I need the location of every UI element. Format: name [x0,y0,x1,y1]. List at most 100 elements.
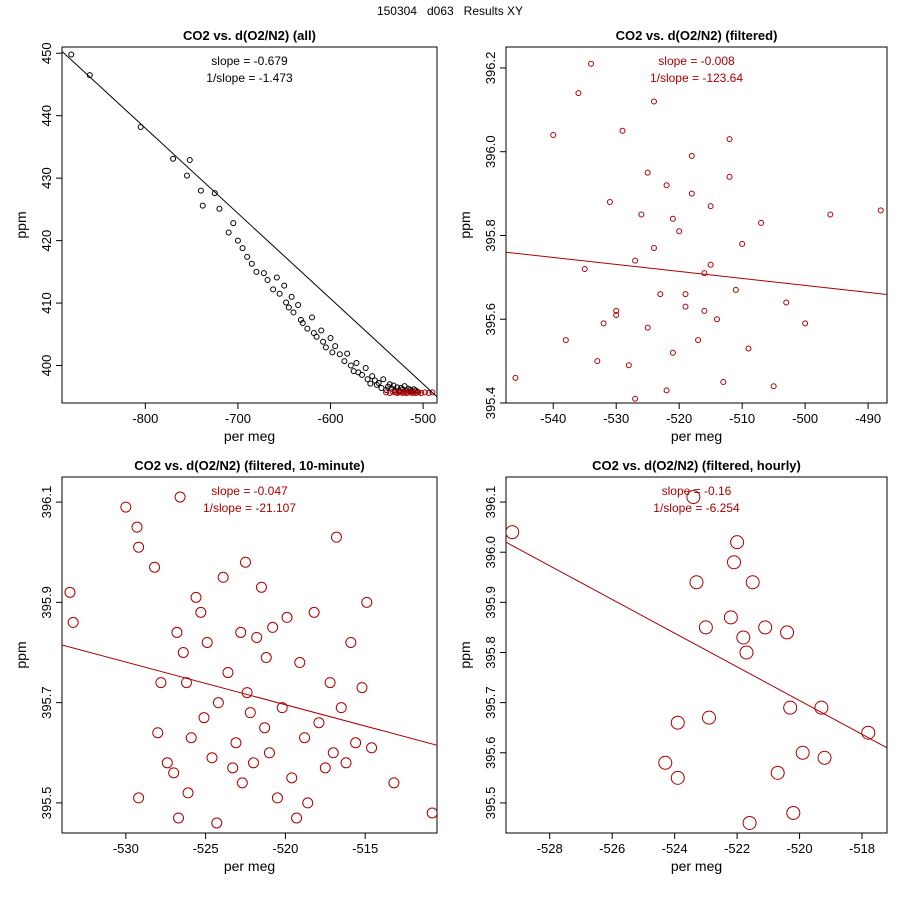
x-axis-label: per meg [224,858,275,874]
data-point [632,395,639,402]
data-point [161,757,173,769]
data-point [588,60,595,67]
data-point [682,303,689,310]
data-point [170,155,177,162]
x-tick-label: -530 [113,841,139,856]
data-point [861,725,876,740]
data-point [786,805,801,820]
data-point [285,304,292,311]
data-point [120,501,132,513]
chart-panel-3: CO2 vs. d(O2/N2) (filtered, 10-minute) -5… [13,458,438,874]
data-point [827,211,834,218]
data-point [273,274,280,281]
data-point [259,722,271,734]
data-point [373,381,380,388]
data-point [375,380,382,387]
data-point [290,309,297,316]
y-tick-label: 400 [39,355,54,377]
data-point [308,606,320,618]
data-point [133,541,145,553]
slope-annotation: slope = -0.16 [662,484,732,498]
data-point [330,531,342,543]
data-point [286,772,298,784]
data-point [230,220,237,227]
data-point [707,261,714,268]
data-point [644,324,651,331]
data-point [255,581,267,593]
plot-frame [505,476,888,834]
data-point [182,787,194,799]
data-point [701,307,708,314]
data-point [736,630,751,645]
data-point [783,299,790,306]
data-point [276,702,288,714]
data-point [512,374,519,381]
data-point [688,152,695,159]
data-point [131,521,143,533]
x-tick-label: -600 [318,411,344,426]
x-tick-label: -500 [792,411,818,426]
data-point [380,376,387,383]
y-tick-label: 395.4 [483,387,498,420]
data-point [625,362,632,369]
data-point [236,777,248,789]
y-tick-label: 440 [39,105,54,127]
data-point [575,90,582,97]
x-tick-label: -518 [849,841,875,856]
data-point [234,237,241,244]
data-point [359,371,365,378]
x-tick-label: -515 [352,841,378,856]
chart-title: CO2 vs. d(O2/N2) (filtered, 10-minute) [134,458,364,473]
data-point [388,777,400,789]
plot-frame [61,46,438,404]
data-point [171,626,183,638]
data-point [190,591,202,603]
data-point [133,792,145,804]
data-point [172,812,184,824]
data-point [606,198,613,205]
data-point [319,762,331,774]
data-point [701,710,716,725]
data-point [149,561,161,573]
data-point [240,556,252,568]
y-tick-label: 430 [39,167,54,189]
data-point [383,389,390,396]
y-tick-label: 395.9 [483,586,498,619]
data-point [632,257,639,264]
data-point [327,747,339,759]
data-point [670,715,685,730]
data-point [663,182,670,189]
slope-annotation: slope = -0.679 [211,54,288,68]
chart-panel-4: CO2 vs. d(O2/N2) (filtered, hourly) -528 -… [457,458,888,874]
data-point [201,636,213,648]
plot-area [62,51,437,398]
data-point [212,697,224,709]
y-tick-label: 450 [39,42,54,64]
data-point [814,700,829,715]
data-point [211,817,223,829]
data-point [695,337,702,344]
data-point [263,747,275,759]
x-tick-label: -500 [410,411,436,426]
data-point [383,386,390,393]
data-point [222,667,234,679]
chart-title: CO2 vs. d(O2/N2) (filtered, hourly) [592,458,801,473]
plot-frame [505,46,888,404]
data-point [676,228,683,235]
data-point [817,750,832,765]
data-point [550,131,557,138]
data-point [345,636,357,648]
data-point [726,136,733,143]
x-tick-label: -800 [132,411,158,426]
chart-title: CO2 vs. d(O2/N2) (all) [183,28,316,43]
plot-area [506,490,887,830]
chart-title: CO2 vs. d(O2/N2) (filtered) [616,28,778,43]
data-point [184,172,190,179]
y-tick-label: 395.6 [483,303,498,336]
data-point [267,621,279,633]
data-point [260,652,272,664]
chart-panel-2: CO2 vs. d(O2/N2) (filtered) -540 -530 -520 -… [457,28,888,444]
data-point [707,203,714,210]
data-point [295,301,302,308]
data-point [353,360,360,367]
